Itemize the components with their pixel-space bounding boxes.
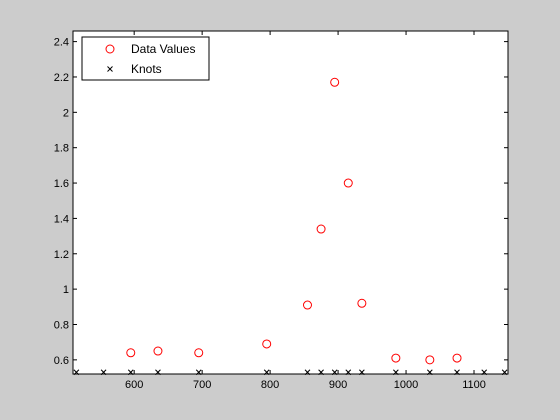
x-tick-label: 600 (125, 379, 143, 391)
axes: 600 700 800 900 1000 1100 0.6 0.8 1 1.2 1.4 1.6 1.8 2… (54, 30, 509, 391)
plot-area (73, 31, 508, 374)
legend: Data Values Knots (81, 36, 210, 81)
data-point (262, 339, 272, 349)
y-tick-label: 1.4 (54, 213, 69, 225)
y-tick-label: 1 (63, 284, 69, 296)
data-point (330, 77, 340, 87)
y-tick-label: 0.8 (54, 319, 69, 331)
x-tick-label: 700 (193, 379, 211, 391)
data-point (357, 298, 367, 308)
y-tick-label: 2 (63, 107, 69, 119)
y-tick-label: 2.4 (54, 37, 69, 49)
x-tick-label: 1000 (394, 379, 418, 391)
x-tick-label: 800 (261, 379, 279, 391)
x-tick-label: 900 (329, 379, 347, 391)
legend-label: Knots (131, 62, 162, 76)
y-tick-label: 1.2 (54, 249, 69, 261)
data-point (316, 224, 326, 234)
data-point (425, 355, 435, 365)
data-point (343, 178, 353, 188)
data-point (126, 348, 136, 358)
data-point (153, 346, 163, 356)
y-tick-label: 1.8 (54, 143, 69, 155)
data-point (194, 348, 204, 358)
legend-circle-icon (105, 44, 115, 54)
y-tick-label: 1.6 (54, 178, 69, 190)
data-point (302, 300, 312, 310)
legend-x-icon (107, 66, 113, 72)
legend-label: Data Values (131, 42, 195, 56)
legend-box (81, 36, 210, 81)
y-tick-label: 2.2 (54, 72, 69, 84)
x-tick-label: 1100 (462, 379, 486, 391)
data-point (452, 353, 462, 363)
y-tick-label: 0.6 (54, 355, 69, 367)
data-point (391, 353, 401, 363)
axes-box (72, 30, 509, 375)
